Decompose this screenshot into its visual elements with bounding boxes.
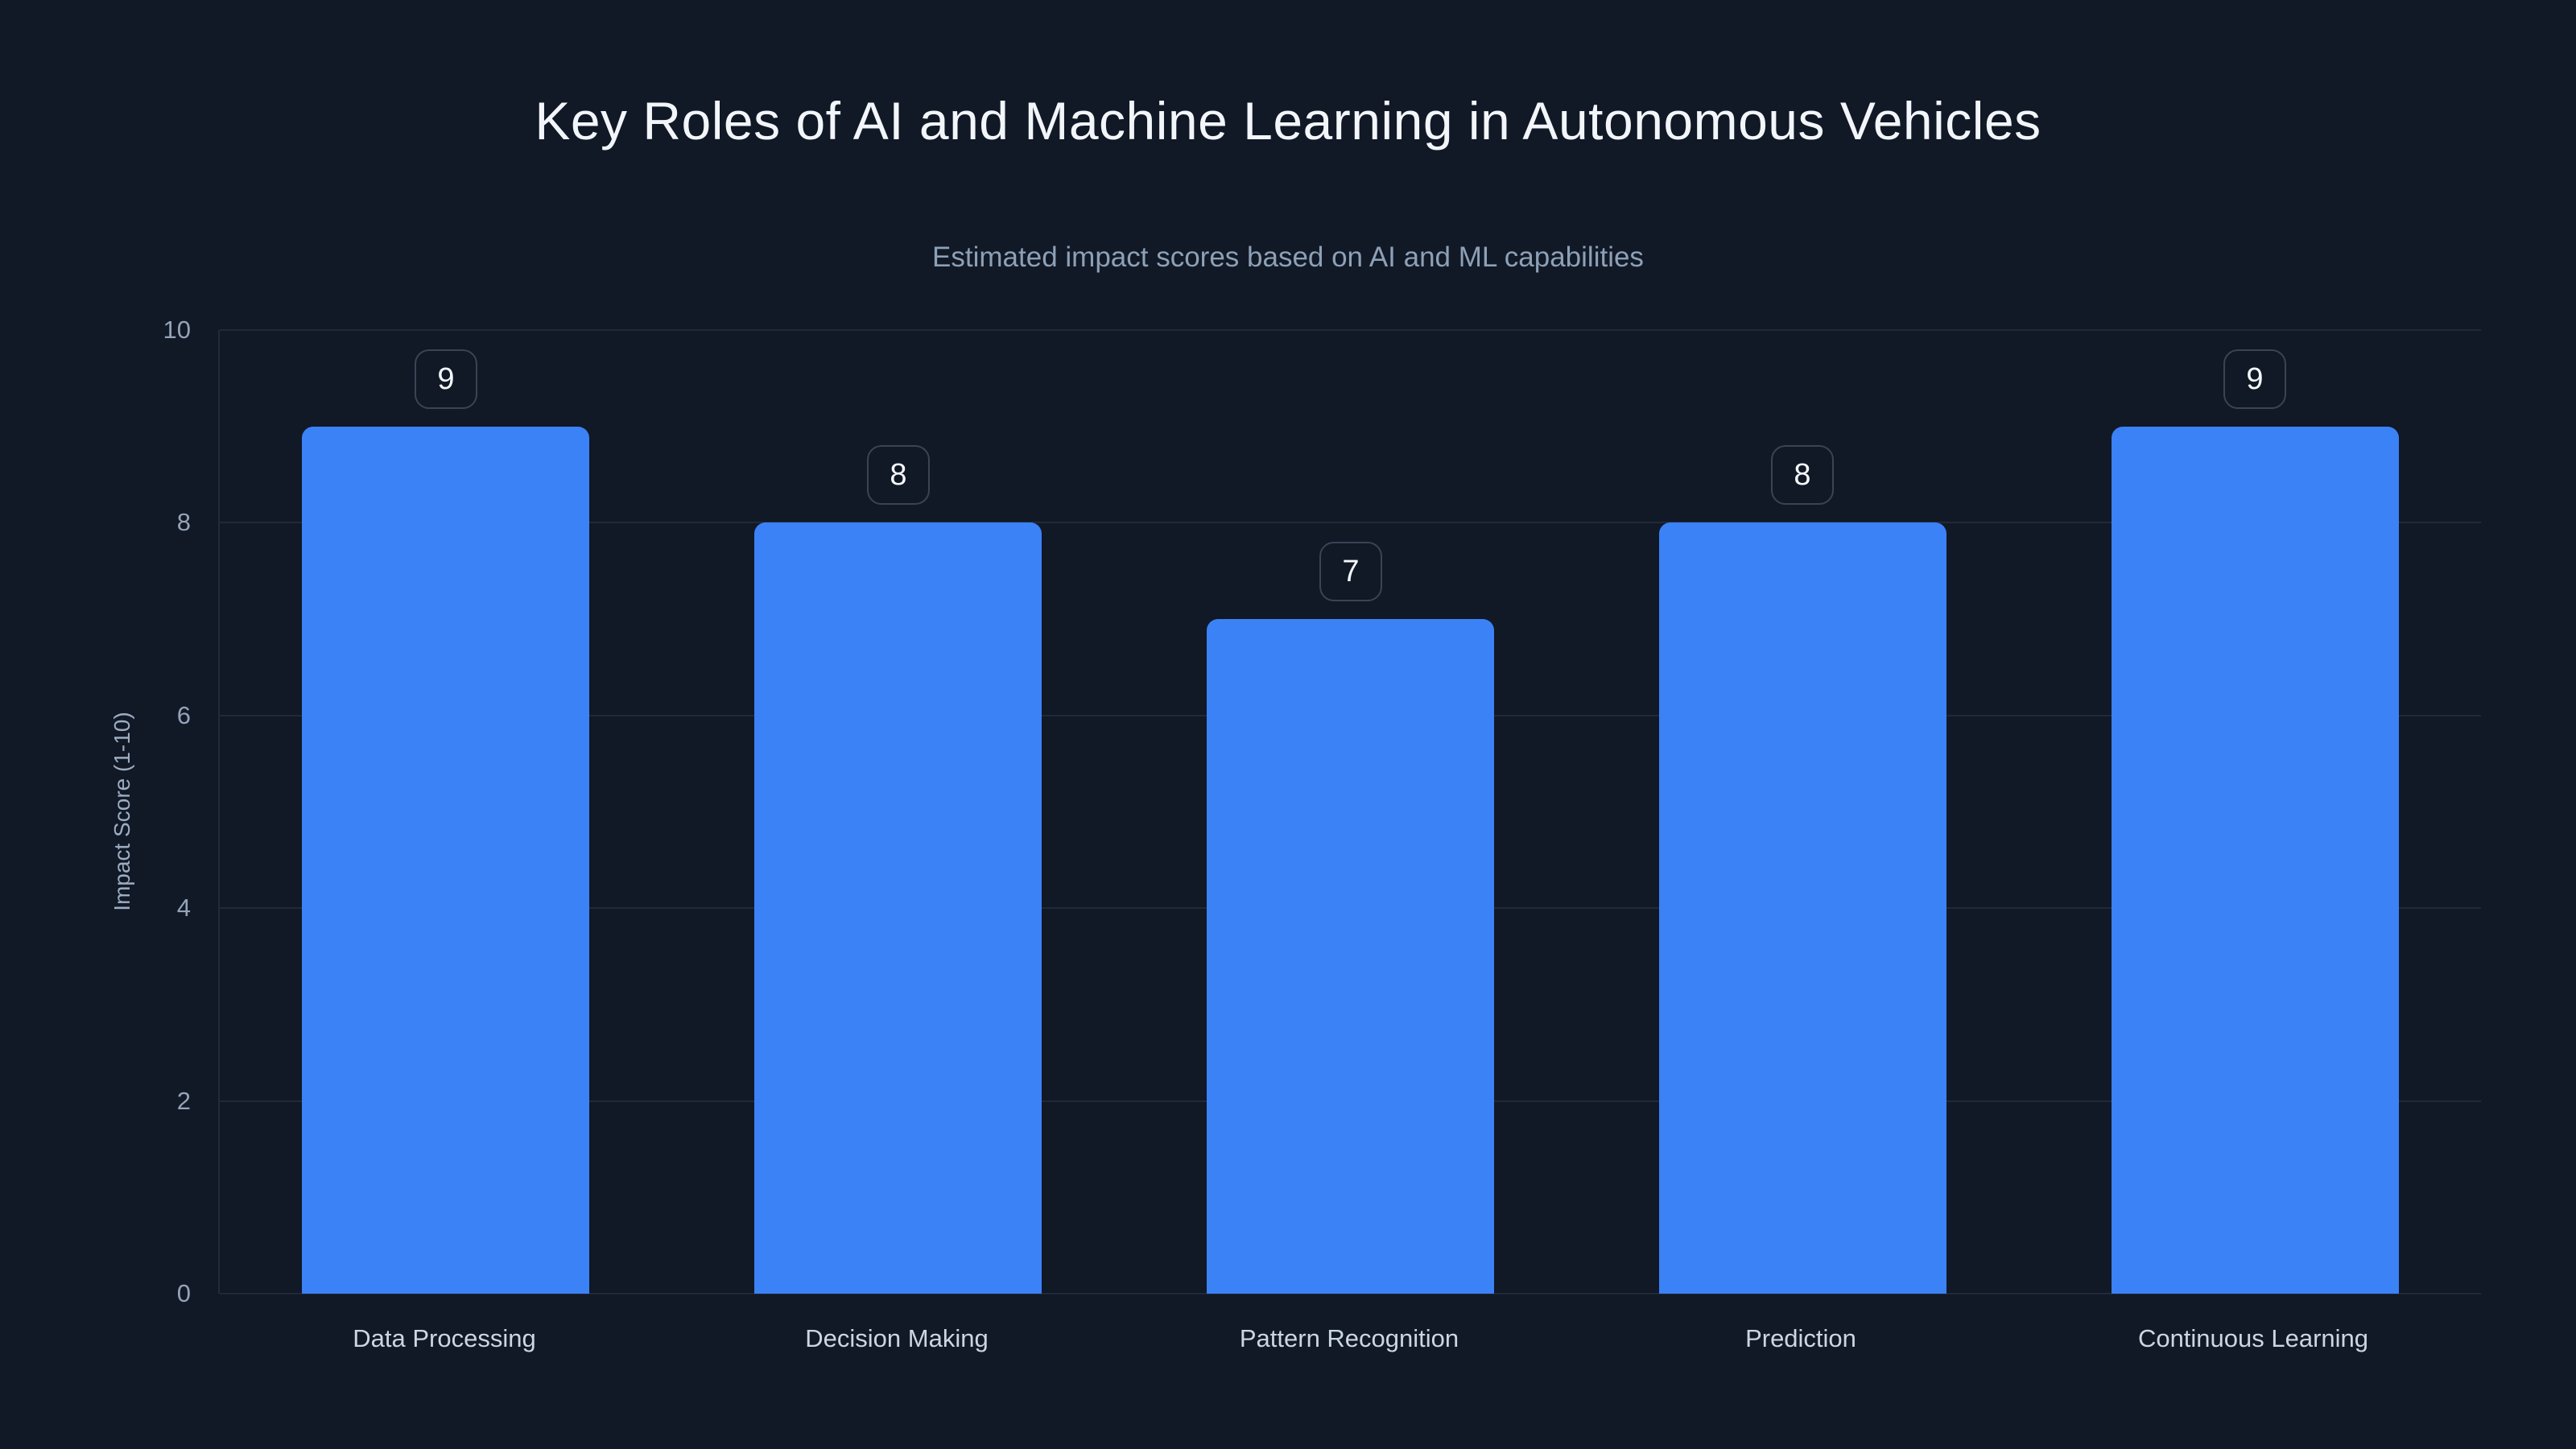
- y-tick-label-0: 0: [176, 1279, 191, 1307]
- bar-pattern-recognition: [1207, 619, 1494, 1294]
- bar-data-processing: [302, 427, 589, 1294]
- x-axis-label-decision-making: Decision Making: [805, 1324, 989, 1352]
- y-tick-label-8: 8: [176, 508, 191, 537]
- gridline-y-10: [220, 329, 2481, 331]
- bar-continuous-learning: [2112, 427, 2399, 1294]
- x-axis-label-pattern-recognition: Pattern Recognition: [1239, 1324, 1459, 1352]
- bar-decision-making: [754, 522, 1042, 1294]
- y-axis-title-text: Impact Score (1-10): [109, 712, 134, 911]
- y-tick-label-10: 10: [163, 316, 191, 344]
- value-label-pattern-recognition: 7: [1319, 542, 1382, 601]
- x-axis-label-continuous-learning: Continuous Learning: [2137, 1324, 2369, 1352]
- chart-title: Key Roles of AI and Machine Learning in …: [535, 91, 2041, 151]
- x-axis-label-data-processing: Data Processing: [353, 1324, 536, 1352]
- value-label-prediction: 8: [1771, 445, 1834, 505]
- chart-subtitle: Estimated impact scores based on AI and …: [932, 242, 1644, 273]
- bar-prediction: [1659, 522, 1946, 1294]
- y-tick-label-4: 4: [176, 894, 191, 923]
- gridline-y-0: [220, 1293, 2481, 1294]
- y-tick-label-2: 2: [176, 1086, 191, 1115]
- plot-area: 9 8 7 8 9: [218, 329, 2481, 1294]
- value-label-data-processing: 9: [415, 349, 477, 409]
- y-tick-label-6: 6: [176, 700, 191, 729]
- gridline-y-8: [220, 522, 2481, 524]
- x-axis-label-prediction: Prediction: [1745, 1324, 1856, 1352]
- value-label-continuous-learning: 9: [2223, 349, 2286, 409]
- value-label-decision-making: 8: [867, 445, 930, 505]
